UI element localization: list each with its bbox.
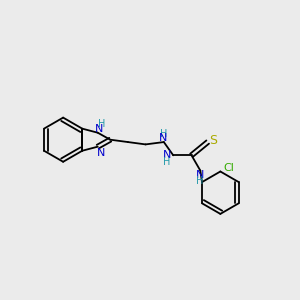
- Text: H: H: [160, 129, 167, 139]
- Text: N: N: [196, 170, 204, 180]
- Text: H: H: [196, 176, 203, 186]
- Text: N: N: [159, 133, 167, 143]
- Text: N: N: [95, 124, 103, 134]
- Text: H: H: [163, 157, 170, 167]
- Text: N: N: [163, 150, 171, 160]
- Text: N: N: [97, 148, 105, 158]
- Text: S: S: [210, 134, 218, 147]
- Text: H: H: [98, 119, 105, 130]
- Text: Cl: Cl: [224, 163, 235, 173]
